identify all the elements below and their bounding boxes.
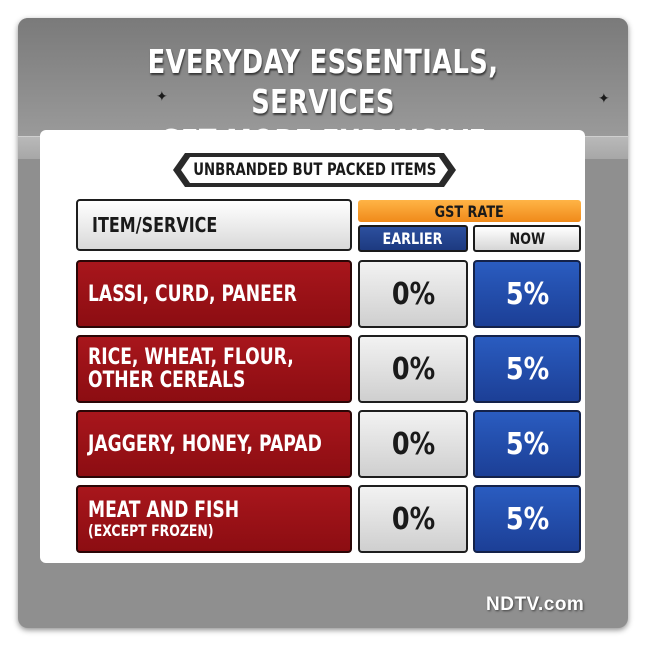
earlier-rate-cell: 0% (358, 335, 468, 403)
now-header-text: NOW (509, 229, 545, 248)
ndtv-watermark: NDTV.com (486, 594, 585, 615)
subtitle-text: UNBRANDED BUT PACKED ITEMS (193, 160, 437, 180)
item-text-line-2: OTHER CEREALS (88, 368, 246, 393)
now-rate-value: 5% (505, 276, 549, 312)
now-rate-cell: 5% (473, 410, 581, 478)
item-cell: JAGGERY, HONEY, PAPAD (76, 410, 352, 478)
gst-rate-header: GST RATE (358, 200, 581, 222)
sparkle-icon: ✦ (156, 89, 168, 105)
earlier-rate-value: 0% (391, 276, 435, 312)
item-text: RICE, WHEAT, FLOUR, (88, 345, 294, 370)
table-row: RICE, WHEAT, FLOUR, OTHER CEREALS 0% 5% (0, 335, 650, 403)
earlier-rate-value: 0% (391, 351, 435, 387)
now-rate-cell: 5% (473, 335, 581, 403)
earlier-rate-cell: 0% (358, 260, 468, 328)
header-band (18, 18, 628, 136)
subtitle-label-box: UNBRANDED BUT PACKED ITEMS (181, 157, 448, 183)
earlier-column-header: EARLIER (358, 225, 468, 252)
item-text: MEAT AND FISH (88, 497, 240, 523)
now-rate-cell: 5% (473, 260, 581, 328)
item-cell: LASSI, CURD, PANEER (76, 260, 352, 328)
table-row: JAGGERY, HONEY, PAPAD 0% 5% (0, 410, 650, 478)
now-rate-value: 5% (505, 501, 549, 537)
now-rate-cell: 5% (473, 485, 581, 553)
gst-rate-header-text: GST RATE (434, 201, 505, 221)
earlier-rate-value: 0% (391, 501, 435, 537)
earlier-rate-cell: 0% (358, 485, 468, 553)
now-column-header: NOW (473, 225, 581, 252)
item-cell: MEAT AND FISH (EXCEPT FROZEN) (76, 485, 352, 553)
earlier-rate-value: 0% (391, 426, 435, 462)
sparkle-icon: ✦ (598, 91, 610, 107)
table-row: LASSI, CURD, PANEER 0% 5% (0, 260, 650, 328)
title-line-1: EVERYDAY ESSENTIALS, SERVICES (147, 42, 499, 121)
now-rate-value: 5% (505, 351, 549, 387)
now-rate-value: 5% (505, 426, 549, 462)
item-column-header: ITEM/SERVICE (76, 199, 352, 251)
item-text: JAGGERY, HONEY, PAPAD (88, 431, 322, 457)
item-note: (EXCEPT FROZEN) (88, 520, 214, 540)
table-row: MEAT AND FISH (EXCEPT FROZEN) 0% 5% (0, 485, 650, 553)
earlier-header-text: EARLIER (382, 229, 444, 248)
item-text: LASSI, CURD, PANEER (88, 281, 297, 307)
earlier-rate-cell: 0% (358, 410, 468, 478)
item-cell: RICE, WHEAT, FLOUR, OTHER CEREALS (76, 335, 352, 403)
item-header-text: ITEM/SERVICE (92, 213, 218, 237)
